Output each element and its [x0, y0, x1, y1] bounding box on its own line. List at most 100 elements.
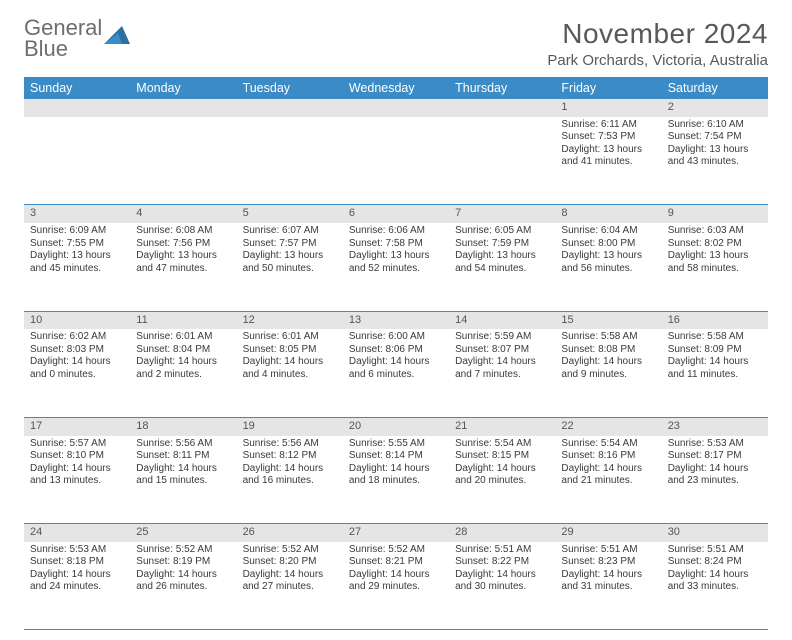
calendar-cell: Sunrise: 5:56 AMSunset: 8:11 PMDaylight:… [130, 436, 236, 524]
daylight-line2: and 21 minutes. [561, 475, 655, 488]
day-number: 25 [136, 526, 148, 538]
daylight-line2: and 7 minutes. [455, 369, 549, 382]
sunset-text: Sunset: 8:22 PM [455, 556, 549, 569]
daylight-line2: and 56 minutes. [561, 263, 655, 276]
daylight-line1: Daylight: 14 hours [30, 463, 124, 476]
calendar-cell: Sunrise: 6:01 AMSunset: 8:04 PMDaylight:… [130, 329, 236, 417]
sunrise-text: Sunrise: 6:03 AM [668, 225, 762, 238]
daylight-line2: and 24 minutes. [30, 581, 124, 594]
sunset-text: Sunset: 7:54 PM [668, 131, 762, 144]
calendar-cell: Sunrise: 6:05 AMSunset: 7:59 PMDaylight:… [449, 223, 555, 311]
day-number-cell: 2 [662, 99, 768, 117]
calendar-cell: Sunrise: 5:54 AMSunset: 8:16 PMDaylight:… [555, 436, 661, 524]
sunrise-text: Sunrise: 5:54 AM [455, 438, 549, 451]
calendar-cell: Sunrise: 6:07 AMSunset: 7:57 PMDaylight:… [237, 223, 343, 311]
day-number-row: 10111213141516 [24, 311, 768, 329]
calendar-cell: Sunrise: 5:51 AMSunset: 8:23 PMDaylight:… [555, 542, 661, 630]
daylight-line2: and 4 minutes. [243, 369, 337, 382]
calendar-week-row: Sunrise: 5:53 AMSunset: 8:18 PMDaylight:… [24, 542, 768, 630]
day-number-cell: 12 [237, 311, 343, 329]
sunrise-text: Sunrise: 5:56 AM [136, 438, 230, 451]
day-number-cell: 21 [449, 417, 555, 435]
sunrise-text: Sunrise: 5:53 AM [30, 544, 124, 557]
day-number-cell: 23 [662, 417, 768, 435]
calendar-cell: Sunrise: 5:52 AMSunset: 8:21 PMDaylight:… [343, 542, 449, 630]
sunrise-text: Sunrise: 5:55 AM [349, 438, 443, 451]
daylight-line2: and 29 minutes. [349, 581, 443, 594]
calendar-cell: Sunrise: 5:52 AMSunset: 8:20 PMDaylight:… [237, 542, 343, 630]
calendar-cell: Sunrise: 5:58 AMSunset: 8:09 PMDaylight:… [662, 329, 768, 417]
daylight-line1: Daylight: 14 hours [349, 569, 443, 582]
sunrise-text: Sunrise: 6:07 AM [243, 225, 337, 238]
calendar-week-row: Sunrise: 6:02 AMSunset: 8:03 PMDaylight:… [24, 329, 768, 417]
calendar-cell: Sunrise: 6:02 AMSunset: 8:03 PMDaylight:… [24, 329, 130, 417]
calendar-cell [24, 117, 130, 205]
sunrise-text: Sunrise: 6:02 AM [30, 331, 124, 344]
daylight-line1: Daylight: 13 hours [30, 250, 124, 263]
daylight-line2: and 16 minutes. [243, 475, 337, 488]
sunset-text: Sunset: 8:17 PM [668, 450, 762, 463]
month-title: November 2024 [547, 18, 768, 50]
daylight-line2: and 6 minutes. [349, 369, 443, 382]
day-number: 4 [136, 207, 142, 219]
day-number: 23 [668, 420, 680, 432]
sunrise-text: Sunrise: 5:51 AM [455, 544, 549, 557]
day-number-cell: 22 [555, 417, 661, 435]
calendar-cell: Sunrise: 5:53 AMSunset: 8:18 PMDaylight:… [24, 542, 130, 630]
sunset-text: Sunset: 7:59 PM [455, 238, 549, 251]
sunset-text: Sunset: 8:07 PM [455, 344, 549, 357]
calendar-cell: Sunrise: 6:03 AMSunset: 8:02 PMDaylight:… [662, 223, 768, 311]
calendar-cell: Sunrise: 5:58 AMSunset: 8:08 PMDaylight:… [555, 329, 661, 417]
calendar-cell [343, 117, 449, 205]
sunrise-text: Sunrise: 5:52 AM [349, 544, 443, 557]
day-number-row: 12 [24, 99, 768, 117]
sunrise-text: Sunrise: 6:06 AM [349, 225, 443, 238]
daylight-line2: and 2 minutes. [136, 369, 230, 382]
calendar-cell [237, 117, 343, 205]
day-number-cell: 5 [237, 205, 343, 223]
day-number: 26 [243, 526, 255, 538]
daylight-line1: Daylight: 13 hours [349, 250, 443, 263]
sunrise-text: Sunrise: 6:05 AM [455, 225, 549, 238]
day-number-cell: 25 [130, 524, 236, 542]
sunrise-text: Sunrise: 5:57 AM [30, 438, 124, 451]
sunset-text: Sunset: 8:14 PM [349, 450, 443, 463]
sunrise-text: Sunrise: 5:52 AM [243, 544, 337, 557]
day-number-row: 24252627282930 [24, 524, 768, 542]
day-number-cell [343, 99, 449, 117]
calendar-cell: Sunrise: 5:51 AMSunset: 8:22 PMDaylight:… [449, 542, 555, 630]
day-number: 30 [668, 526, 680, 538]
sunset-text: Sunset: 8:12 PM [243, 450, 337, 463]
calendar-week-row: Sunrise: 6:09 AMSunset: 7:55 PMDaylight:… [24, 223, 768, 311]
brand-logo: General Blue [24, 18, 130, 60]
sunrise-text: Sunrise: 5:52 AM [136, 544, 230, 557]
daylight-line1: Daylight: 14 hours [561, 356, 655, 369]
sunrise-text: Sunrise: 5:58 AM [561, 331, 655, 344]
calendar-cell: Sunrise: 6:08 AMSunset: 7:56 PMDaylight:… [130, 223, 236, 311]
sunrise-text: Sunrise: 6:01 AM [243, 331, 337, 344]
daylight-line2: and 31 minutes. [561, 581, 655, 594]
day-number-cell: 27 [343, 524, 449, 542]
sunset-text: Sunset: 8:16 PM [561, 450, 655, 463]
sunrise-text: Sunrise: 6:04 AM [561, 225, 655, 238]
daylight-line1: Daylight: 14 hours [561, 569, 655, 582]
sunset-text: Sunset: 7:58 PM [349, 238, 443, 251]
day-number: 1 [561, 101, 567, 113]
daylight-line1: Daylight: 14 hours [349, 356, 443, 369]
day-number: 14 [455, 314, 467, 326]
day-number-cell: 24 [24, 524, 130, 542]
calendar-cell: Sunrise: 5:56 AMSunset: 8:12 PMDaylight:… [237, 436, 343, 524]
day-number-cell: 4 [130, 205, 236, 223]
day-number: 2 [668, 101, 674, 113]
day-number-cell: 14 [449, 311, 555, 329]
daylight-line1: Daylight: 14 hours [30, 569, 124, 582]
calendar-cell: Sunrise: 6:09 AMSunset: 7:55 PMDaylight:… [24, 223, 130, 311]
day-number: 16 [668, 314, 680, 326]
sunrise-text: Sunrise: 6:11 AM [561, 119, 655, 132]
daylight-line2: and 27 minutes. [243, 581, 337, 594]
day-number: 17 [30, 420, 42, 432]
day-number-cell: 13 [343, 311, 449, 329]
sunset-text: Sunset: 8:08 PM [561, 344, 655, 357]
daylight-line1: Daylight: 14 hours [243, 463, 337, 476]
day-number: 7 [455, 207, 461, 219]
